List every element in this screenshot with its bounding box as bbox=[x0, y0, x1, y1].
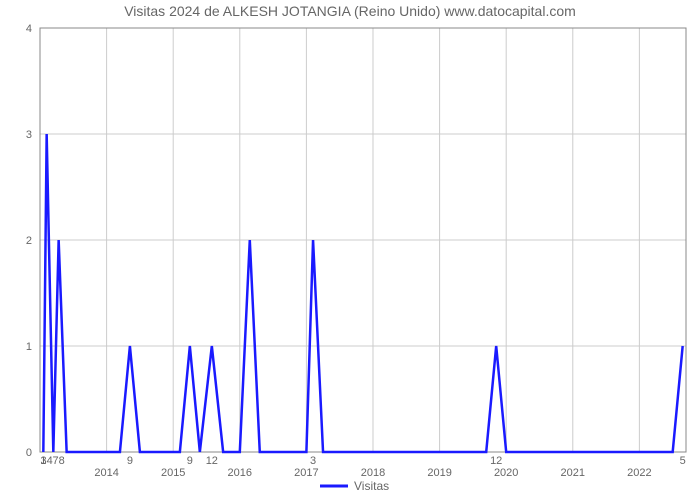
y-tick-label: 2 bbox=[26, 235, 32, 247]
x-tick-label: 2022 bbox=[627, 467, 651, 479]
point-label: 34 bbox=[41, 455, 53, 467]
x-tick-label: 2015 bbox=[161, 467, 185, 479]
x-tick-label: 2021 bbox=[561, 467, 585, 479]
y-tick-label: 3 bbox=[26, 129, 32, 141]
point-label: 12 bbox=[490, 455, 502, 467]
line-chart: Visitas 2024 de ALKESH JOTANGIA (Reino U… bbox=[0, 0, 700, 500]
chart-title: Visitas 2024 de ALKESH JOTANGIA (Reino U… bbox=[124, 3, 576, 19]
point-label: 5 bbox=[680, 455, 686, 467]
y-tick-label: 1 bbox=[26, 341, 32, 353]
point-label: 78 bbox=[53, 455, 65, 467]
x-tick-label: 2014 bbox=[94, 467, 118, 479]
x-tick-label: 2016 bbox=[228, 467, 252, 479]
chart-container: Visitas 2024 de ALKESH JOTANGIA (Reino U… bbox=[0, 0, 700, 500]
x-tick-label: 2020 bbox=[494, 467, 518, 479]
x-tick-label: 2019 bbox=[427, 467, 451, 479]
point-label: 3 bbox=[310, 455, 316, 467]
y-tick-label: 0 bbox=[26, 447, 32, 459]
y-tick-label: 4 bbox=[26, 23, 32, 35]
x-tick-label: 2018 bbox=[361, 467, 385, 479]
point-label: 12 bbox=[206, 455, 218, 467]
point-label: 9 bbox=[187, 455, 193, 467]
legend-label: Visitas bbox=[354, 479, 389, 493]
x-tick-label: 2017 bbox=[294, 467, 318, 479]
point-label: 9 bbox=[127, 455, 133, 467]
